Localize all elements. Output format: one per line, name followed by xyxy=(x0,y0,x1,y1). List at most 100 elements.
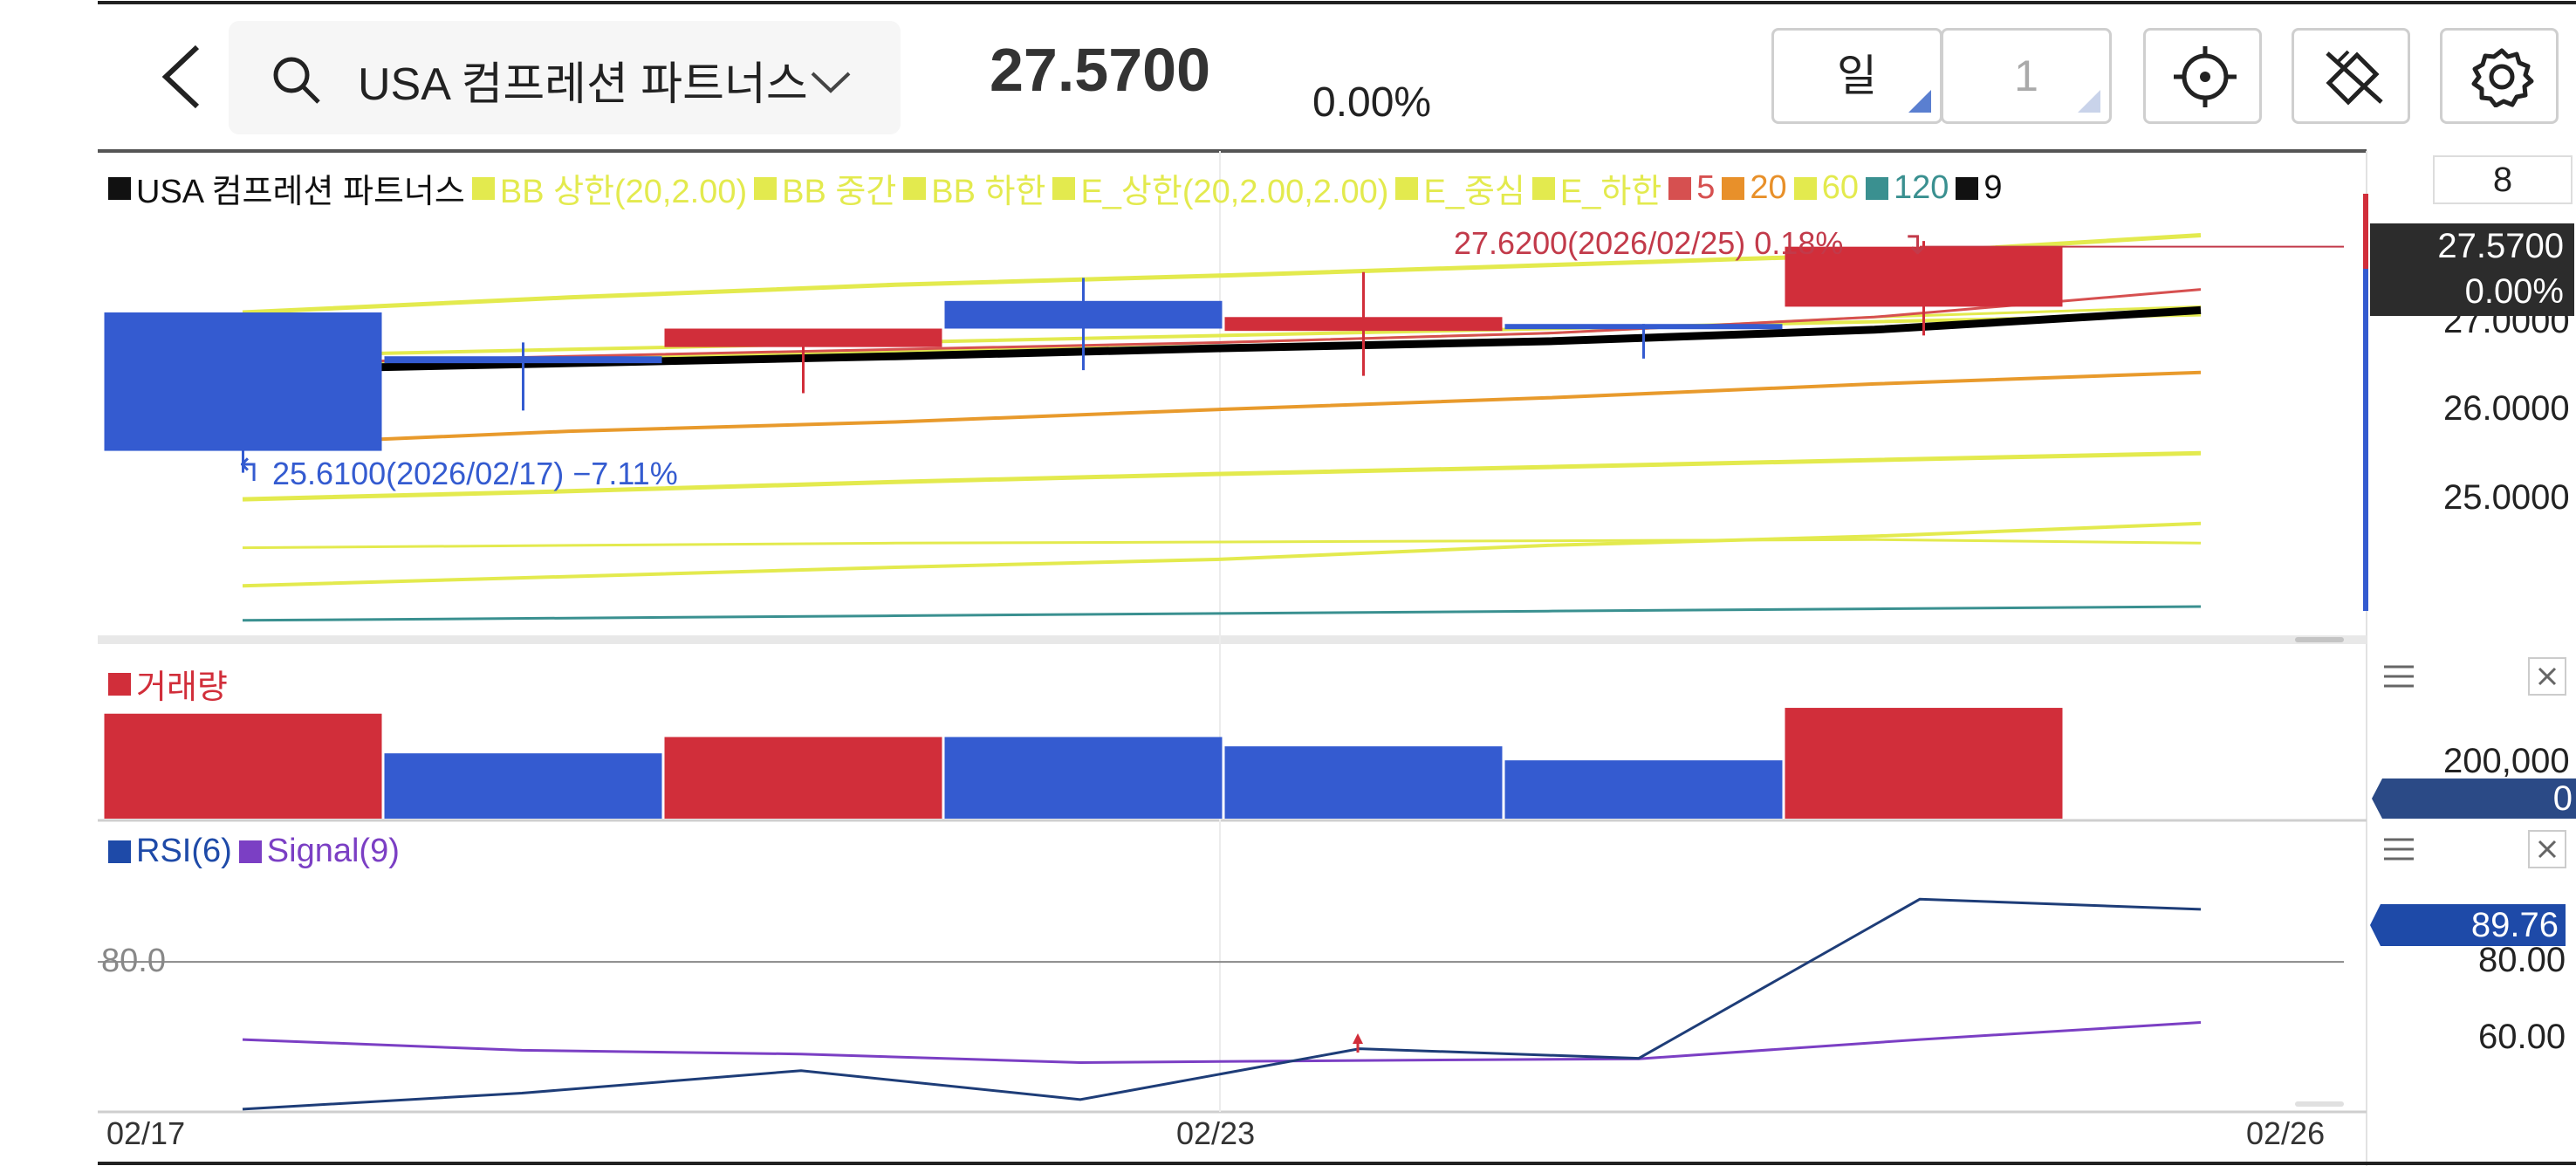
erase-drawings-button[interactable] xyxy=(2292,28,2410,124)
legend-swatch xyxy=(108,840,131,863)
candle-body xyxy=(1224,317,1503,332)
legend-item[interactable]: 20 xyxy=(1722,169,1787,207)
indicator-line xyxy=(242,312,2202,359)
candle-body xyxy=(1785,246,2063,307)
legend-item[interactable]: BB 중간 xyxy=(754,164,896,212)
period-label: 일 xyxy=(1837,51,1877,100)
candle-body xyxy=(104,312,382,451)
period-count-label: 1 xyxy=(2014,51,2038,100)
settings-button[interactable] xyxy=(2440,28,2559,124)
corner-triangle-icon xyxy=(2078,90,2100,113)
volume-pane xyxy=(104,708,2063,819)
volume-bar xyxy=(384,753,662,819)
right-axis-box[interactable]: 8 xyxy=(2433,155,2573,204)
legend-item[interactable]: E_하한 xyxy=(1531,164,1662,212)
volume-bar xyxy=(1224,746,1503,819)
legend-item[interactable]: USA 컴프레션 파트너스 xyxy=(108,164,465,212)
legend-item[interactable]: BB 하한 xyxy=(903,164,1045,212)
legend-label: 거래량 xyxy=(136,669,228,706)
indicator-line xyxy=(242,370,2202,447)
legend-label: 120 xyxy=(1893,169,1949,206)
volume-bar xyxy=(1785,708,2063,819)
legend-label: E_하한 xyxy=(1559,174,1662,210)
pane-resize-handle xyxy=(2295,637,2344,642)
legend-swatch xyxy=(108,176,131,200)
menu-icon[interactable] xyxy=(2379,656,2419,696)
period-count-selector[interactable]: 1 xyxy=(1941,28,2112,124)
crosshair-icon xyxy=(2174,46,2237,107)
legend-rsi: RSI(6) Signal(9) xyxy=(108,833,407,870)
current-price: 27.5700 xyxy=(990,36,1211,104)
high-price-annotation: 27.6200(2026/02/25) 0.18% xyxy=(1454,225,1844,261)
legend-label: BB 하한 xyxy=(931,174,1046,210)
legend-swatch xyxy=(754,176,778,200)
close-icon[interactable] xyxy=(2527,829,2567,869)
cross-up-marker xyxy=(1353,1033,1363,1044)
legend-item[interactable]: BB 상한(20,2.00) xyxy=(471,164,747,212)
legend-label: 20 xyxy=(1750,169,1787,206)
x-tick-label: 02/26 xyxy=(2246,1115,2326,1151)
chevron-down-icon xyxy=(811,72,851,93)
legend-item[interactable]: E_중심 xyxy=(1395,164,1525,212)
period-selector[interactable]: 일 xyxy=(1771,28,1942,124)
candle-body xyxy=(664,328,942,347)
x-tick-label: 02/23 xyxy=(1176,1115,1256,1151)
price-range-bar-up xyxy=(2363,194,2368,269)
close-icon[interactable] xyxy=(2527,656,2567,696)
legend-swatch xyxy=(471,176,495,200)
legend-swatch xyxy=(1722,176,1745,200)
x-tick-label: 02/17 xyxy=(106,1115,186,1151)
indicator-line xyxy=(242,521,2202,588)
change-percent: 0.00% xyxy=(1312,79,1432,126)
indicator-line xyxy=(242,288,2202,366)
legend-volume: 거래량 xyxy=(108,660,235,708)
legend-label: USA 컴프레션 파트너스 xyxy=(136,174,465,210)
legend-label: Signal(9) xyxy=(266,833,400,869)
stock-name: USA 컴프레션 파트너스 xyxy=(358,59,808,110)
menu-icon[interactable] xyxy=(2379,829,2419,869)
legend-item[interactable]: 120 xyxy=(1865,169,1949,207)
signal-line xyxy=(242,1021,2202,1065)
legend-label: E_상한(20,2.00,2.00) xyxy=(1080,174,1389,210)
legend-swatch xyxy=(1395,176,1419,200)
legend-label: E_중심 xyxy=(1423,174,1525,210)
eraser-icon xyxy=(2326,50,2383,106)
legend-swatch xyxy=(1531,176,1555,200)
legend-item[interactable]: E_상한(20,2.00,2.00) xyxy=(1052,164,1388,212)
pane-separator xyxy=(98,635,2367,644)
volume-tick: 200,000 xyxy=(2443,742,2570,780)
search-icon xyxy=(273,57,320,104)
legend-item[interactable]: 5 xyxy=(1668,169,1715,207)
legend-swatch xyxy=(903,176,927,200)
legend-swatch xyxy=(1956,176,1979,200)
rsi-level-label: 80.0 xyxy=(101,943,166,979)
toolbar: USA 컴프레션 파트너스 27.5700 0.00% 일 1 xyxy=(0,0,2576,150)
price-tick: 26.0000 xyxy=(2443,389,2570,428)
legend-label: RSI(6) xyxy=(136,833,232,869)
legend-item[interactable]: RSI(6) xyxy=(108,833,232,870)
legend-swatch xyxy=(1052,176,1076,200)
back-button[interactable] xyxy=(148,42,218,112)
indicator-line xyxy=(242,538,2202,550)
price-range-bar xyxy=(2363,194,2368,611)
stock-search[interactable]: USA 컴프레션 파트너스 xyxy=(229,21,901,134)
pane-resize-handle xyxy=(2295,1101,2344,1107)
legend-swatch xyxy=(1793,176,1817,200)
current-price-tag-pct: 0.00% xyxy=(2464,272,2564,311)
legend-item[interactable]: 거래량 xyxy=(108,660,228,708)
rsi-tick: 80.00 xyxy=(2478,941,2566,979)
legend-item[interactable]: Signal(9) xyxy=(238,833,400,870)
legend-label: 60 xyxy=(1821,169,1859,206)
chevron-left-icon xyxy=(161,45,200,109)
volume-bar xyxy=(944,737,1223,819)
legend-swatch xyxy=(238,840,262,863)
gear-icon xyxy=(2471,48,2534,107)
legend-swatch xyxy=(1865,176,1888,200)
legend-item[interactable]: 9 xyxy=(1956,169,2003,207)
legend-item[interactable]: 60 xyxy=(1793,169,1859,207)
legend-label: BB 중간 xyxy=(782,174,897,210)
candle-body xyxy=(384,356,662,364)
crosshair-button[interactable] xyxy=(2143,28,2262,124)
legend-main: USA 컴프레션 파트너스 BB 상한(20,2.00) BB 중간 BB 하한 E_상… xyxy=(108,164,2010,212)
